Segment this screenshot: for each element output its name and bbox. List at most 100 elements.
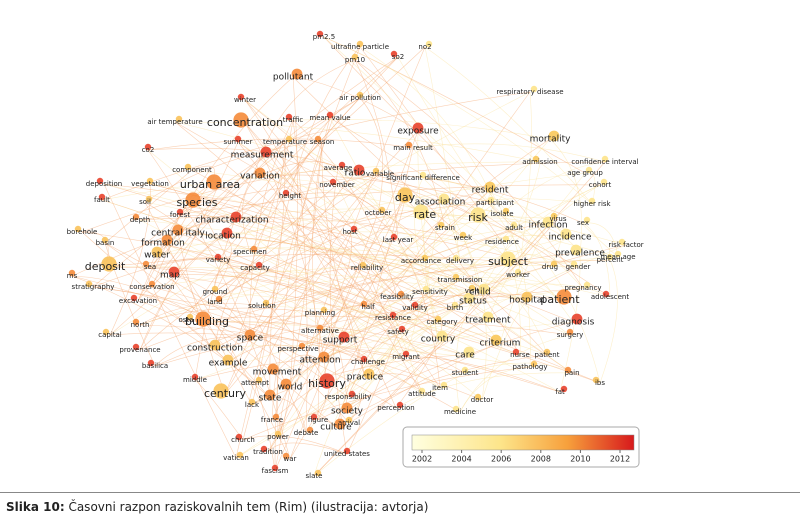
node: [314, 135, 322, 143]
node: [601, 155, 609, 163]
legend-tick-label: 2010: [570, 455, 590, 464]
node: [530, 85, 538, 93]
node-label: resident: [472, 186, 509, 196]
node: [280, 378, 292, 390]
node-label: worker: [506, 271, 530, 279]
node: [356, 91, 364, 99]
edge: [259, 175, 627, 246]
node: [345, 416, 353, 424]
node: [390, 233, 398, 241]
node-label: strain: [435, 224, 455, 232]
edge: [323, 36, 593, 205]
node: [425, 40, 433, 48]
node: [463, 292, 475, 304]
node-label: borehole: [67, 228, 98, 236]
node-label: variety: [206, 256, 230, 264]
node: [221, 227, 233, 239]
edge: [339, 236, 571, 341]
edge: [359, 46, 496, 204]
node: [318, 351, 330, 363]
edge: [92, 286, 299, 350]
edge: [271, 371, 278, 421]
edge: [139, 219, 441, 389]
node: [184, 163, 192, 171]
node-label: height: [279, 192, 302, 200]
node-label: sex: [577, 219, 589, 227]
edge: [412, 143, 606, 163]
node: [570, 244, 582, 256]
node: [514, 268, 522, 276]
node: [588, 197, 596, 205]
node: [359, 261, 367, 269]
node: [452, 405, 460, 413]
node-label: pain: [564, 369, 579, 377]
node-label: incidence: [548, 233, 592, 243]
node: [461, 366, 469, 374]
node: [530, 360, 538, 368]
edge: [581, 222, 619, 258]
node: [320, 306, 328, 314]
node-label: practice: [347, 373, 384, 383]
edge: [154, 336, 251, 367]
legend-tick-label: 2012: [610, 455, 630, 464]
edge: [292, 119, 398, 298]
edge: [267, 442, 348, 455]
node: [490, 334, 502, 346]
edge: [174, 121, 464, 239]
node: [151, 246, 163, 258]
node-label: last year: [383, 236, 414, 244]
node: [405, 141, 413, 149]
edge: [487, 184, 601, 321]
node: [326, 111, 334, 119]
edge: [149, 183, 422, 262]
edge: [177, 232, 561, 301]
node-label: confidence interval: [571, 158, 638, 166]
edge: [336, 184, 423, 395]
edge: [214, 239, 399, 303]
node-label: item: [432, 384, 448, 392]
node-label: respiratory disease: [496, 88, 563, 96]
node: [434, 315, 442, 323]
edge: [147, 149, 441, 389]
node-label: society: [331, 407, 364, 417]
node-label: medicine: [444, 408, 476, 416]
node: [310, 413, 318, 421]
node-label: resistance: [375, 314, 411, 322]
node: [272, 413, 280, 421]
node-label: category: [427, 318, 458, 326]
edge: [289, 76, 298, 388]
edge: [214, 267, 256, 349]
node-label: history: [308, 377, 346, 390]
edge: [396, 224, 549, 298]
edge: [471, 184, 601, 292]
node: [274, 430, 282, 438]
edge: [347, 291, 431, 398]
node-label: prevalence: [555, 249, 605, 259]
edge: [144, 201, 328, 385]
edge: [397, 56, 574, 323]
network-map: pm2.5 ultrafine particle no2 so2 pm10 polluta…: [67, 30, 644, 480]
node-label: pm2.5: [313, 33, 335, 41]
edge: [354, 172, 579, 268]
node: [298, 342, 306, 350]
legend: 2002 2004 2006 2008 2010 2012: [402, 426, 640, 468]
edge: [289, 197, 406, 460]
node-label: october: [365, 209, 392, 217]
node: [348, 390, 356, 398]
edge: [359, 97, 383, 214]
edge: [549, 138, 582, 254]
edge: [319, 312, 348, 412]
edge: [235, 244, 627, 459]
edge: [346, 266, 579, 412]
node: [211, 285, 219, 293]
node-label: co2: [142, 146, 155, 154]
caption: Slika 10: Časovni razpon raziskovalnih t…: [6, 500, 428, 514]
node-label: figure: [308, 416, 328, 424]
node: [329, 178, 337, 186]
edge: [92, 97, 361, 288]
node: [543, 348, 551, 356]
node: [142, 260, 150, 268]
edge: [224, 231, 351, 395]
node-label: north: [131, 321, 150, 329]
node: [262, 299, 270, 307]
